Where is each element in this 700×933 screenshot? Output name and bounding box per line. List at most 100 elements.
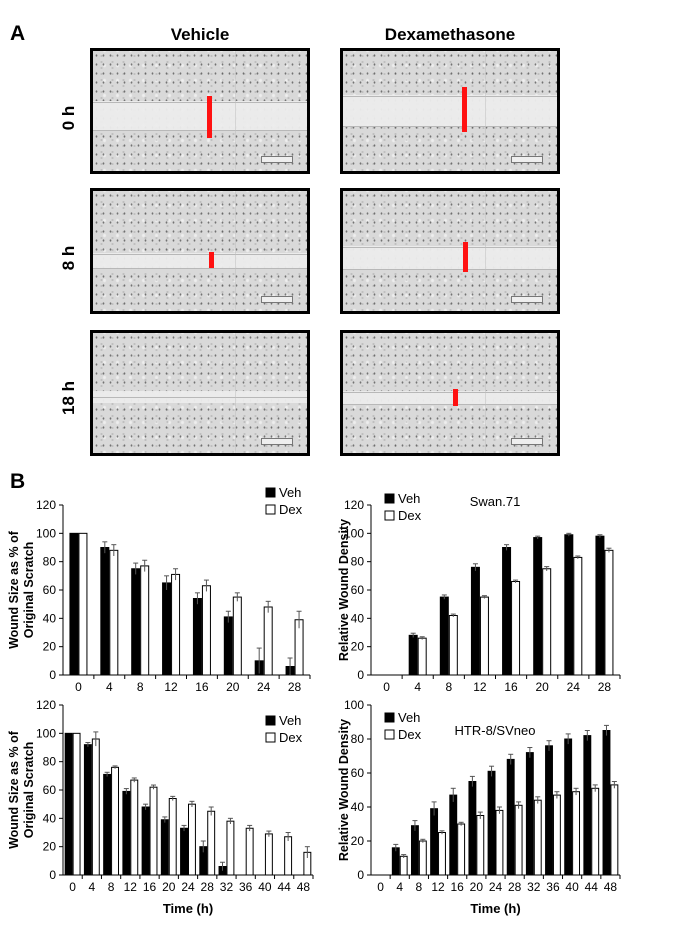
bar-veh — [410, 825, 419, 876]
bar-veh — [439, 596, 449, 676]
legend-swatch-veh — [265, 487, 276, 498]
bar-dex — [438, 832, 446, 876]
bar-dex — [610, 784, 619, 876]
bar-veh — [470, 566, 480, 676]
micrograph-vehicle-18h — [90, 330, 310, 456]
y-axis-label: Relative Wound Density — [337, 719, 351, 861]
y-tick-label: 120 — [36, 498, 56, 512]
y-tick-label: 120 — [344, 498, 364, 512]
bar-dex — [91, 738, 100, 876]
y-tick-label: 60 — [351, 583, 365, 597]
legend-swatch-dex — [265, 732, 276, 743]
x-tick-label: 4 — [89, 880, 96, 894]
bar-dex — [109, 549, 119, 676]
legend-label-dex: Dex — [398, 727, 422, 742]
panel-a-label: A — [10, 22, 26, 45]
y-tick-label: 20 — [351, 640, 365, 654]
x-tick-label: 32 — [220, 880, 234, 894]
bar-veh — [506, 758, 515, 876]
x-tick-label: 16 — [195, 680, 209, 694]
bar-dex — [168, 798, 177, 876]
bar-veh — [595, 535, 605, 676]
bar-dex — [417, 637, 427, 676]
y-tick-label: 0 — [357, 668, 364, 682]
y-tick-label: 60 — [351, 766, 365, 780]
scale-bar — [511, 156, 543, 163]
scale-bar — [261, 156, 293, 163]
y-tick-label: 100 — [36, 726, 56, 740]
bar-dex — [591, 787, 600, 876]
y-tick-label: 100 — [344, 526, 364, 540]
y-axis-label: Original Scratch — [22, 742, 36, 839]
x-tick-label: 28 — [201, 880, 215, 894]
y-tick-label: 40 — [351, 800, 365, 814]
x-tick-label: 44 — [277, 880, 291, 894]
bar-dex — [511, 581, 521, 676]
bar-veh — [449, 794, 458, 876]
bar-dex — [495, 809, 504, 876]
bar-dex — [245, 827, 254, 876]
x-tick-label: 4 — [106, 680, 113, 694]
x-tick-label: 20 — [470, 880, 484, 894]
x-tick-label: 0 — [377, 880, 384, 894]
bar-veh — [487, 770, 496, 876]
y-tick-label: 20 — [351, 834, 365, 848]
x-tick-label: 12 — [473, 680, 487, 694]
legend-swatch-dex — [384, 510, 395, 521]
x-tick-label: 0 — [383, 680, 390, 694]
x-tick-label: 4 — [396, 880, 403, 894]
bar-veh — [545, 745, 553, 876]
y-tick-label: 20 — [43, 640, 57, 654]
y-tick-label: 120 — [36, 698, 56, 712]
bar-dex — [418, 840, 427, 876]
y-tick-label: 40 — [43, 611, 57, 625]
bar-veh — [564, 534, 574, 676]
bar-dex — [149, 786, 158, 876]
bar-dex — [514, 804, 523, 876]
chart-title: Swan.71 — [470, 494, 521, 509]
x-tick-label: 36 — [546, 880, 560, 894]
bar-veh — [160, 819, 169, 876]
x-tick-label: 12 — [124, 880, 138, 894]
bar-dex — [264, 833, 273, 876]
x-tick-label: 48 — [604, 880, 618, 894]
wound-width-marker — [207, 96, 212, 138]
bar-veh — [525, 752, 534, 876]
bar-veh — [430, 808, 439, 876]
legend-label-veh: Veh — [279, 713, 301, 728]
bar-dex — [448, 615, 458, 676]
x-tick-label: 12 — [431, 880, 445, 894]
scale-bar — [511, 296, 543, 303]
bar-dex — [72, 732, 81, 876]
bar-veh — [100, 547, 110, 676]
bar-veh — [564, 738, 573, 876]
x-tick-label: 28 — [598, 680, 612, 694]
x-tick-label: 16 — [143, 880, 157, 894]
micrograph-vehicle-8h — [90, 188, 310, 314]
x-tick-label: 36 — [239, 880, 253, 894]
x-tick-label: 20 — [162, 880, 176, 894]
scale-bar — [511, 438, 543, 445]
bar-veh — [64, 732, 73, 876]
y-tick-label: 100 — [36, 526, 56, 540]
x-axis-label: Time (h) — [163, 901, 213, 916]
x-tick-label: 8 — [108, 880, 115, 894]
scale-bar — [261, 296, 293, 303]
y-tick-label: 80 — [351, 732, 365, 746]
x-tick-label: 4 — [414, 680, 421, 694]
legend-label-veh: Veh — [398, 491, 420, 506]
x-tick-label: 44 — [585, 880, 599, 894]
bar-dex — [201, 585, 211, 676]
x-tick-label: 48 — [297, 880, 311, 894]
bar-veh — [533, 537, 543, 676]
bar-veh — [103, 773, 112, 876]
legend-swatch-veh — [384, 493, 395, 504]
bar-veh — [83, 744, 92, 876]
chart-title: HTR-8/SVneo — [455, 723, 536, 738]
bar-dex — [399, 855, 408, 876]
x-tick-label: 12 — [164, 680, 178, 694]
bar-veh — [223, 616, 233, 676]
x-tick-label: 8 — [416, 880, 423, 894]
x-tick-label: 24 — [181, 880, 195, 894]
y-tick-label: 60 — [43, 783, 57, 797]
